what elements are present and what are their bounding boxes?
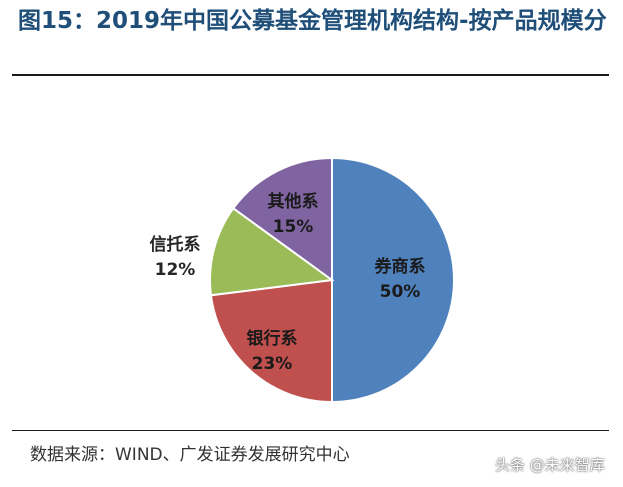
slice-value-label: 15% <box>273 217 314 237</box>
slice-label: 信托系 <box>150 234 201 255</box>
pie-slice <box>209 206 335 297</box>
slice-value-label: 23% <box>252 354 293 374</box>
source-rule <box>12 430 609 431</box>
pie-slice <box>331 156 455 404</box>
slice-value-label: 12% <box>155 260 196 280</box>
title-rule <box>12 74 609 76</box>
pie-labels: 券商系 50% 银行系 23% 信托系 12% 其他系 15% <box>150 191 426 374</box>
pie-slices <box>209 156 455 404</box>
source-note: 数据来源：WIND、广发证券发展研究中心 <box>30 445 350 465</box>
slice-label: 银行系 <box>247 328 298 349</box>
slice-label: 其他系 <box>268 191 319 212</box>
pie-slice <box>209 278 333 404</box>
slice-value-label: 50% <box>380 282 421 302</box>
watermark: 头条 @未来智库 <box>495 456 605 474</box>
slice-label: 券商系 <box>374 256 426 277</box>
pie-slice <box>231 156 333 282</box>
chart-title: 图15：2019年中国公募基金管理机构结构-按产品规模分 <box>18 8 607 34</box>
